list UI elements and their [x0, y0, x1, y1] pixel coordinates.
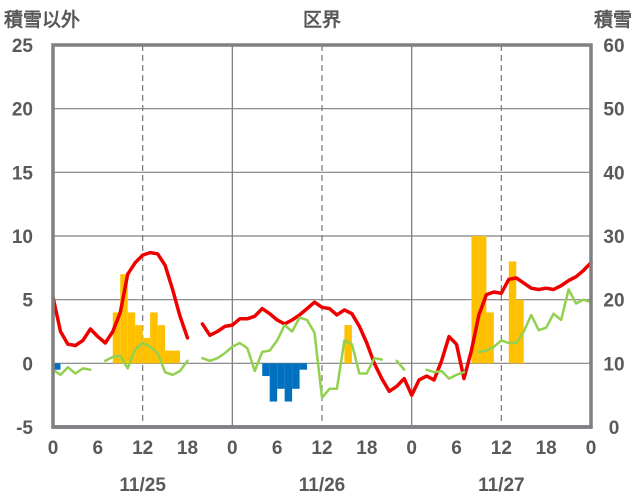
right-y-tick-label: 30: [603, 227, 624, 248]
left-y-tick-label: 0: [22, 354, 33, 375]
precip-bar: [478, 236, 487, 364]
gridlines: [53, 45, 591, 427]
x-hour-tick-label: 18: [536, 438, 557, 459]
right-y-tick-label: 40: [603, 163, 624, 184]
x-hour-tick-label: 6: [272, 438, 283, 459]
precip-bar: [486, 312, 494, 364]
right-axis-title: 積雪: [594, 8, 632, 31]
x-hour-tick-label: 12: [491, 438, 512, 459]
left-y-tick-label: 25: [12, 36, 34, 57]
plot-border: [51, 43, 593, 429]
x-hour-tick-label: 0: [227, 438, 238, 459]
snow-change-bar: [269, 363, 278, 402]
dewpoint-line: [104, 341, 189, 377]
left-y-tick-labels: -5 0 5 10 15 20 25: [12, 36, 34, 439]
precip-bar: [516, 299, 524, 364]
left-y-tick-label: 15: [12, 163, 34, 184]
left-axis-title: 積雪以外: [4, 8, 80, 31]
dewpoint-line: [477, 288, 593, 354]
x-date-label: 11/25: [119, 475, 166, 496]
chart-title: 区界: [303, 9, 341, 31]
x-hour-tick-label: 6: [93, 438, 104, 459]
precip-bar: [127, 312, 136, 364]
x-hour-tick-label: 6: [451, 438, 462, 459]
temperature-line: [200, 260, 593, 397]
snow-change-bar: [292, 363, 300, 389]
dewpoint-line: [395, 359, 406, 371]
left-y-tick-label: 5: [22, 291, 33, 312]
precip-bar: [471, 236, 479, 364]
x-hour-tick-label: 0: [406, 438, 417, 459]
right-y-tick-label: 50: [603, 100, 624, 121]
right-y-tick-labels: 0 10 20 30 40 50 60: [603, 36, 624, 439]
precip-bar: [120, 274, 128, 364]
right-y-tick-label: 60: [603, 36, 624, 57]
x-hour-tick-labels: 0 6 12 18 0 6 12 18 0 6 12 18 0: [48, 438, 597, 459]
left-y-tick-label: 10: [12, 227, 33, 248]
x-hour-tick-label: 0: [48, 438, 59, 459]
x-hour-tick-label: 12: [311, 438, 332, 459]
snow-change-bar: [53, 363, 61, 370]
x-date-label: 11/27: [478, 475, 525, 496]
right-y-tick-label: 20: [603, 291, 624, 312]
snow-change-bar: [262, 363, 270, 377]
snow-change-bar: [277, 363, 285, 389]
dewpoint-line: [425, 368, 466, 380]
x-hour-tick-label: 18: [177, 438, 198, 459]
x-hour-tick-label: 12: [132, 438, 153, 459]
precip-bar: [135, 325, 143, 364]
precip-bar: [150, 312, 158, 364]
precip-bar: [112, 312, 121, 364]
right-y-tick-label: 0: [609, 418, 620, 439]
precip-bar: [172, 350, 181, 364]
x-hour-tick-label: 0: [586, 438, 597, 459]
snow-change-bar: [284, 363, 293, 402]
x-date-labels: 11/25 11/26 11/27: [119, 475, 524, 496]
bars: [53, 236, 524, 402]
precip-bar: [157, 325, 166, 364]
left-y-tick-label: -5: [16, 418, 33, 439]
x-date-label: 11/26: [299, 475, 346, 496]
left-y-tick-label: 20: [12, 100, 33, 121]
right-y-tick-label: 10: [603, 354, 624, 375]
precip-bar: [344, 325, 352, 364]
dewpoint-line: [201, 316, 384, 399]
x-hour-tick-label: 18: [356, 438, 377, 459]
dewpoint-line: [51, 365, 92, 377]
temperature-line: [51, 250, 190, 348]
precip-bar: [508, 261, 517, 364]
snow-change-bar: [299, 363, 308, 370]
precip-bar: [142, 337, 151, 364]
precip-bar: [165, 350, 173, 364]
plot-frame: [51, 43, 593, 429]
